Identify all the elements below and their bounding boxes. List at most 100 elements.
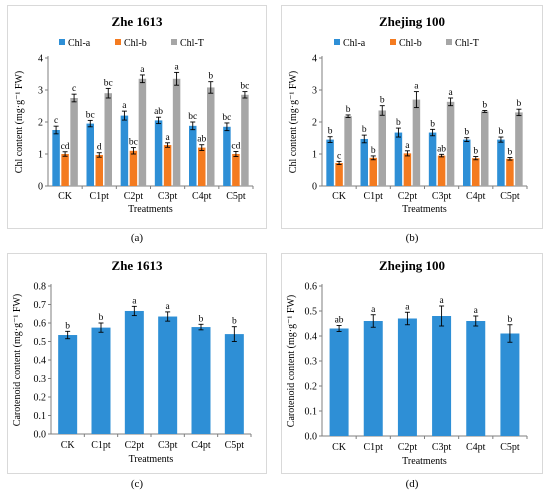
significance-label: ab [335, 316, 344, 326]
bar-chl-a-c2pt [120, 115, 129, 186]
chart-c-svg: Zhe 1613 0.0 0.1 0.2 0.3 0.4 0.5 0.6 0.7 0.8 Carot… [12, 258, 252, 465]
significance-label: b [99, 313, 104, 323]
x-tick-label: C5pt [225, 440, 245, 451]
bar-chl-a-c3pt [154, 120, 163, 186]
bar-chl-a-c1pt [86, 123, 94, 186]
y-tick-label: 0.4 [34, 356, 47, 367]
significance-label: cd [231, 141, 240, 151]
significance-label: b [430, 119, 435, 129]
legend-label-chl-a: Chl-a [68, 38, 91, 49]
y-tick-label: 4 [38, 54, 43, 65]
chart-c-ylabel: Carotenoid content (mg·g⁻¹ FW) [12, 294, 23, 426]
bar-carotenoid-c4pt [466, 321, 486, 436]
legend-label-chl-b: Chl-b [124, 38, 147, 49]
x-tick-label: C3pt [432, 191, 452, 202]
chart-panel-d: Zhejing 100 0.0 0.1 0.2 0.3 0.4 0.5 0.6 Caroteno… [281, 253, 543, 474]
legend-label-chl-t: Chl-T [455, 38, 479, 49]
legend-swatch-chl-a [59, 39, 65, 45]
caption-d: (d) [405, 478, 419, 490]
x-tick-label: C4pt [466, 191, 486, 202]
x-tick-label: C3pt [158, 440, 178, 451]
x-tick-label: C4pt [192, 191, 212, 202]
x-tick-label: C1pt [364, 442, 384, 453]
bar-carotenoid-c5pt [224, 334, 244, 434]
bar-chl-b-c3pt [437, 155, 446, 186]
bar-chl-t-c1pt [378, 110, 386, 186]
y-tick-label: 0.7 [34, 300, 47, 311]
y-tick-label: 2 [312, 118, 317, 129]
y-tick-label: 0.6 [305, 282, 318, 293]
x-tick-label: C4pt [466, 442, 486, 453]
y-tick-label: 0.8 [34, 282, 47, 293]
y-tick-label: 0.0 [305, 432, 318, 443]
bar-chl-a-c2pt [394, 132, 403, 186]
x-tick-label: C1pt [90, 191, 110, 202]
significance-label: b [473, 147, 478, 157]
y-tick-label: 0.5 [34, 337, 47, 348]
significance-label: b [232, 317, 237, 327]
x-tick-label: C2pt [398, 442, 418, 453]
x-tick-label: C1pt [91, 440, 111, 451]
chart-d-svg: Zhejing 100 0.0 0.1 0.2 0.3 0.4 0.5 0.6 Caroteno… [286, 258, 528, 467]
caption-a: (a) [130, 232, 144, 244]
y-tick-label: 3 [312, 86, 317, 97]
x-tick-label: CK [61, 440, 76, 451]
bar-chl-a-ck [52, 130, 60, 186]
chart-d-xlabel: Treatments [402, 456, 447, 467]
legend-label-chl-a: Chl-a [343, 38, 366, 49]
chart-d-title: Zhejing 100 [379, 258, 445, 273]
significance-label: a [165, 133, 170, 143]
y-tick-label: 0.6 [34, 319, 47, 330]
bar-chl-b-c2pt [403, 153, 412, 186]
chart-panel-b: Zhejing 100 0 1 2 3 4 Chl content (mg·g⁻¹ FW) C… [281, 5, 543, 229]
bar-carotenoid-c5pt [500, 333, 520, 436]
bar-chl-t-c1pt [104, 93, 112, 186]
bar-chl-a-c1pt [360, 138, 368, 186]
legend-label-chl-b: Chl-b [399, 38, 422, 49]
significance-label: bc [222, 113, 231, 123]
bar-chl-b-ck [335, 162, 343, 186]
significance-label: a [439, 296, 444, 306]
bar-chl-b-c1pt [369, 157, 377, 186]
significance-label: a [474, 306, 479, 316]
bar-chl-a-c3pt [428, 132, 437, 186]
chart-b-ylabel: Chl content (mg·g⁻¹ FW) [288, 71, 299, 173]
y-tick-label: 2 [38, 118, 43, 129]
chart-a-ylabel: Chl content (mg·g⁻¹ FW) [14, 71, 25, 173]
bar-chl-t-c3pt [446, 101, 455, 186]
bar-carotenoid-c3pt [158, 316, 178, 434]
caption-b: (b) [405, 232, 419, 244]
bar-chl-b-c1pt [95, 154, 103, 186]
significance-label: c [54, 116, 58, 126]
x-tick-label: C5pt [500, 191, 520, 202]
x-tick-label: CK [332, 442, 347, 453]
x-tick-label: C2pt [125, 440, 145, 451]
legend-label-chl-t: Chl-T [180, 38, 204, 49]
bar-chl-t-c2pt [412, 99, 421, 186]
significance-label: a [414, 82, 419, 92]
significance-label: b [346, 105, 351, 115]
bar-chl-t-ck [70, 98, 78, 186]
caption-c: (c) [130, 478, 144, 490]
chart-a-title: Zhe 1613 [112, 14, 163, 29]
y-tick-label: 4 [312, 54, 317, 65]
x-tick-label: C4pt [191, 440, 211, 451]
bar-chl-b-ck [61, 154, 69, 186]
chart-b-xlabel: Treatments [402, 204, 447, 215]
significance-label: ab [154, 107, 163, 117]
bar-chl-b-c3pt [163, 145, 172, 186]
chart-a-svg: Zhe 1613 0 1 2 3 4 Chl content (mg·g⁻¹ FW) CK c c… [14, 14, 254, 215]
bar-chl-b-c4pt [198, 147, 206, 186]
x-tick-label: C3pt [432, 442, 452, 453]
significance-label: bc [104, 78, 113, 88]
bar-chl-a-c4pt [463, 139, 471, 186]
significance-label: c [337, 151, 341, 161]
y-tick-label: 0 [312, 182, 317, 193]
significance-label: b [371, 146, 376, 156]
bar-carotenoid-c2pt [397, 318, 417, 436]
y-tick-label: 0 [38, 182, 43, 193]
significance-label: a [174, 62, 179, 72]
significance-label: bc [86, 110, 95, 120]
bar-chl-t-c3pt [172, 78, 181, 186]
y-tick-label: 0.2 [305, 382, 318, 393]
